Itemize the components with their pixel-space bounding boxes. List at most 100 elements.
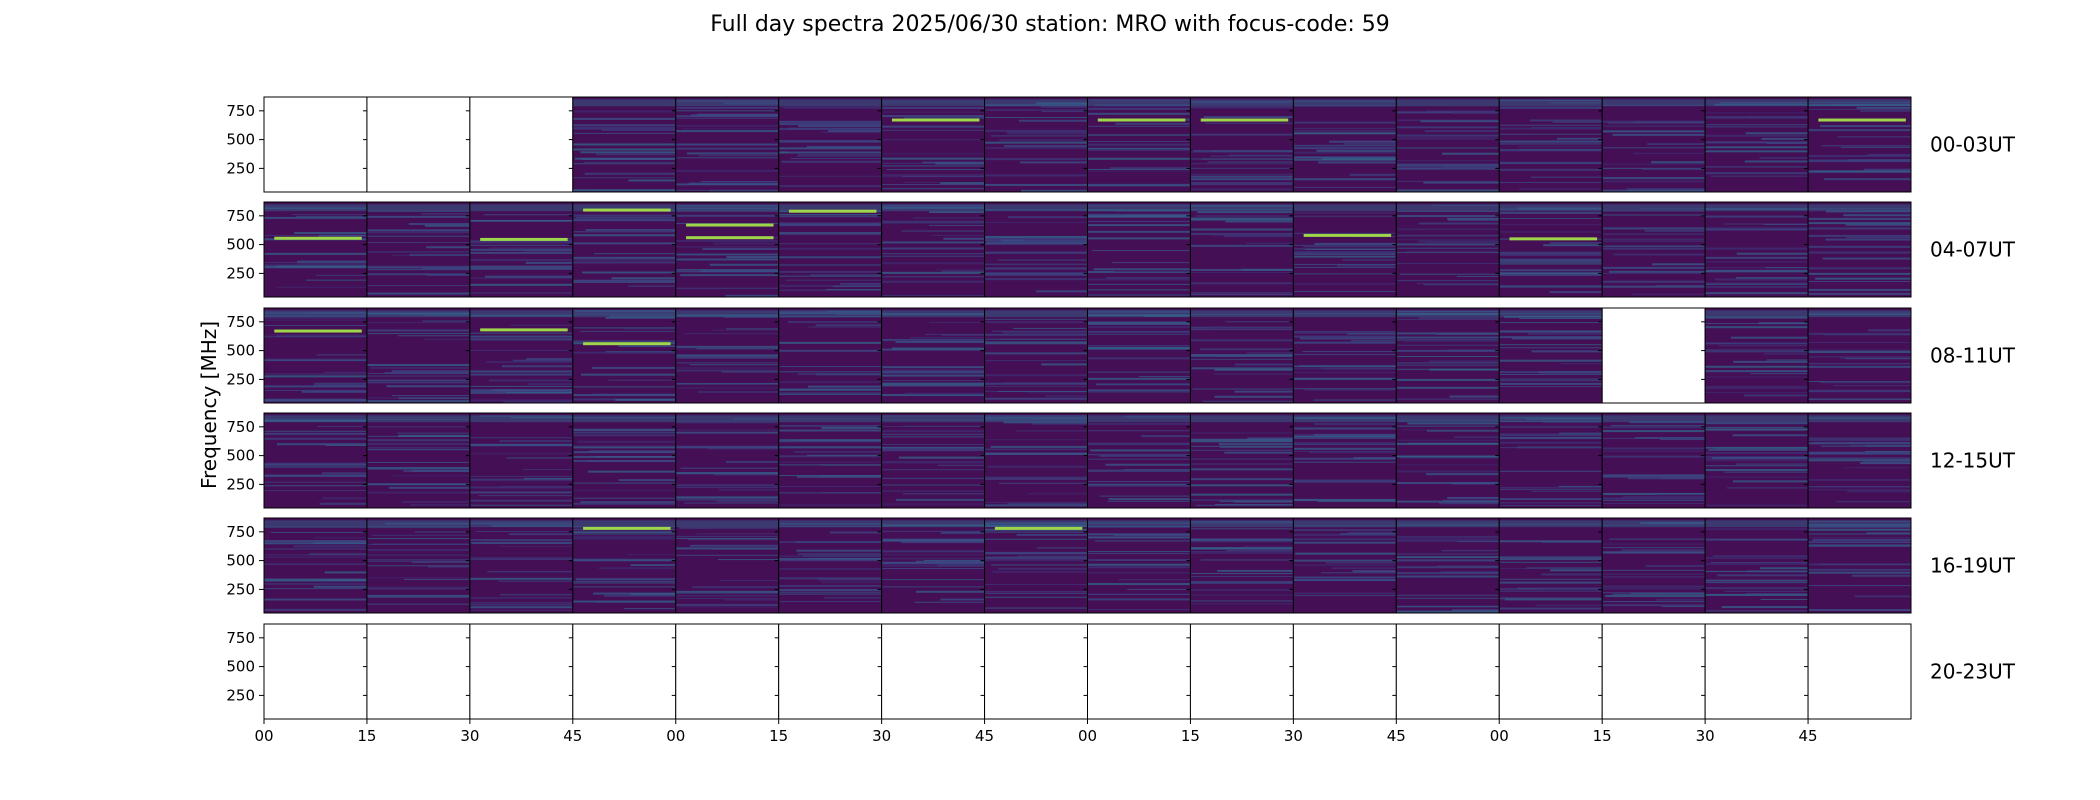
spectrum-line [264,264,367,267]
spectrum-line [1293,378,1397,381]
spectrum-line [1705,349,1809,352]
spectrum-line [1541,542,1603,544]
y-tick-label: 250 [226,370,255,388]
spectrum-line [366,292,470,295]
spectrum-line [984,596,1088,598]
spectrum-line [1808,478,1911,481]
spectrum-line [1746,593,1809,596]
spectrum-line [1087,125,1191,127]
spectrum-line [1808,571,1911,574]
spectrum-line [1655,285,1706,287]
spectrum-line [1531,490,1603,492]
spectrum-line [881,139,985,141]
upper-band [366,310,470,318]
spectrum-line [628,179,676,182]
upper-band [1808,415,1911,423]
spectrum-line [1499,578,1603,580]
spectrum-line [1190,182,1294,185]
spectrum-line [264,319,367,321]
spectrum-line [523,250,573,252]
spectrum-line [1713,447,1809,449]
spectrum-line [881,561,985,564]
upper-band [1190,99,1294,107]
spectrum-line [709,263,779,266]
spectrum-line [1087,147,1191,150]
spectrum-line [1499,259,1603,262]
spectrum-line [1418,222,1500,225]
spectrum-line [1293,266,1397,268]
spectrum-line [1293,479,1397,482]
spectrum-line [1006,132,1088,135]
spectrum-line [1190,293,1294,295]
spectrum-line [1499,378,1603,380]
spectrum-line [1424,130,1500,133]
upper-band [1705,204,1809,212]
spectrum-line [1705,528,1809,531]
spectrum-line [1396,135,1500,138]
spectrum-line [487,571,573,573]
spectrum-line [984,251,1088,254]
spectrum-line [1705,323,1809,325]
spectrum-line [881,449,985,452]
spectrum-line [322,497,367,500]
spectrum-line [778,225,882,227]
spectrum-line [1705,428,1809,431]
spectrum-line [725,460,779,463]
spectrum-line [675,125,779,127]
spectrum-line [572,340,676,343]
empty-panel [1087,624,1191,719]
spectrum-line [469,559,573,561]
spectrum-line [1866,532,1911,535]
spectrum-line [1602,240,1706,242]
spectrum-line [1293,232,1397,234]
spectrum-line [680,467,779,469]
spectrum-line [593,253,676,255]
spectrum-line [1867,153,1911,156]
spectrum-line [572,256,676,259]
spectrum-line [984,141,1088,144]
y-tick-label: 500 [226,236,255,254]
spectrum-line [1202,400,1294,402]
upper-band [675,204,779,212]
spectrum-line [1396,481,1500,484]
spectrum-line [1823,178,1911,181]
spectrum-line [469,399,573,402]
spectrum-line [1190,292,1294,294]
spectrum-line [572,234,676,237]
spectrum-line [1190,463,1294,465]
spectrum-line [675,537,779,539]
spectrum-line [1610,425,1706,427]
spectrum-line [264,398,367,401]
spectrum-line [1138,376,1191,378]
spectrum-line [675,498,779,501]
spectrum-line [984,591,1088,593]
spectrum-line [1396,368,1500,370]
spectrum-line [1396,606,1500,608]
spectrum-line [469,251,573,254]
spectrum-line [984,263,1088,265]
spectrum-line [1449,395,1500,398]
spectrum-line [1293,480,1397,483]
spectrum-line [675,258,779,260]
spectrum-line [1499,344,1603,346]
spectrum-line [366,269,470,271]
spectrum-line [881,255,985,257]
spectrum-line [1705,124,1809,126]
upper-band [1705,415,1809,423]
spectrum-line [1602,426,1706,429]
spectrum-line [469,603,573,606]
spectrum-line [1451,482,1500,485]
spectrum-line [366,447,470,449]
spectrum-line [881,271,985,274]
spectrum-line [1396,243,1500,246]
spectrum-line [929,211,985,214]
spectrum-line [1190,438,1294,441]
spectrum-line [276,334,367,337]
spectrum-line [790,157,882,159]
spectrum-line [390,475,470,477]
spectrum-panel [1602,202,1706,297]
spectrum-line [572,394,676,397]
x-tick-label: 00 [1078,727,1097,745]
spectrum-line [1087,321,1191,324]
spectrum-line [1314,242,1397,245]
